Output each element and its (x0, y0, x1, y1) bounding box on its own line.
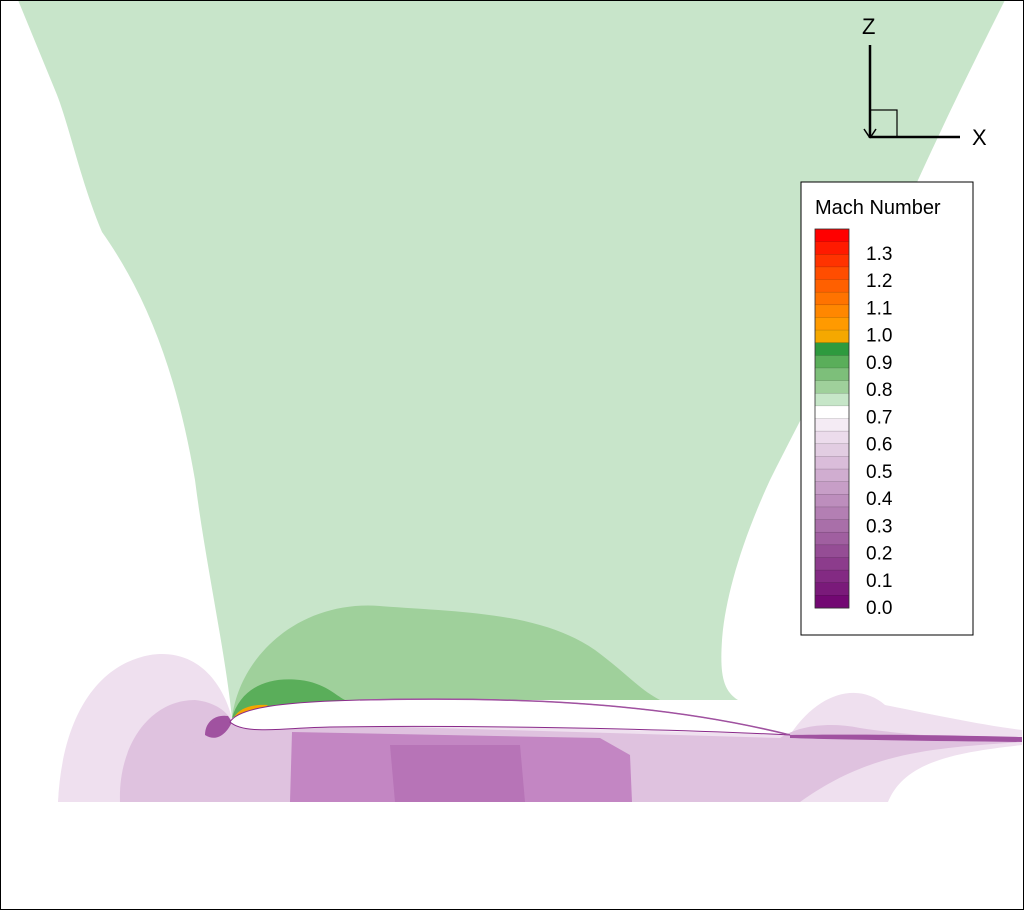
legend-level-label: 0.2 (866, 544, 892, 565)
legend-band (814, 367, 850, 382)
legend-band (814, 317, 850, 331)
legend-band (814, 569, 850, 584)
legend-band (814, 279, 850, 293)
legend-labels: 1.3 1.2 1.1 1.0 0.9 0.8 0.7 0.6 0.5 0.4 0.3 0.2 0.1 0… (866, 244, 893, 619)
supersonic-bubble-outer (232, 605, 660, 718)
legend-band (814, 481, 850, 495)
legend-bar-frame (814, 228, 850, 609)
y-axis-tick (863, 128, 871, 139)
legend-band (814, 582, 850, 596)
legend-band (814, 392, 850, 407)
freestream-region (18, 0, 1005, 718)
legend-band (814, 531, 850, 546)
lower-region-deep (290, 732, 632, 802)
legend-band (814, 506, 850, 521)
legend-band (814, 443, 850, 457)
legend-band (814, 557, 850, 571)
legend-band (814, 241, 850, 255)
stagnation-region (205, 715, 232, 738)
legend-band (814, 355, 850, 369)
legend-level-label: 0.6 (866, 435, 892, 456)
legend-band (814, 342, 850, 356)
legend-band (814, 494, 850, 508)
legend-level-label: 0.7 (866, 407, 892, 428)
x-axis-label: X (972, 125, 987, 150)
axes-triad: Z X (862, 14, 987, 150)
legend-band (814, 266, 850, 281)
legend-band (814, 291, 850, 306)
airfoil-upper-boundary-layer (359, 698, 791, 736)
lower-region-deeper (390, 745, 525, 802)
legend-level-label: 1.2 (866, 271, 892, 292)
legend-title: Mach Number (815, 197, 941, 219)
legend-level-label: 0.1 (866, 571, 892, 592)
y-axis-tick-2 (869, 128, 877, 139)
legend-level-label: 0.0 (866, 598, 892, 619)
legend-level-label: 1.3 (866, 244, 892, 265)
airfoil (229, 698, 791, 736)
legend-band (814, 418, 850, 432)
legend-level-label: 0.8 (866, 380, 892, 401)
legend-level-label: 1.1 (866, 298, 892, 319)
legend-band (814, 595, 850, 609)
legend-band (814, 228, 850, 243)
legend-band (814, 254, 850, 268)
legend-level-label: 0.3 (866, 516, 892, 537)
legend-band (814, 430, 850, 445)
y-axis-box (869, 109, 898, 138)
legend-band (814, 405, 850, 420)
legend-level-label: 0.5 (866, 462, 892, 483)
legend-band (814, 468, 850, 483)
legend-band (814, 329, 850, 344)
legend-band (814, 544, 850, 559)
legend-band (814, 456, 850, 470)
legend-band (814, 380, 850, 394)
legend-level-label: 0.9 (866, 353, 892, 374)
legend-level-label: 1.0 (866, 326, 892, 347)
legend: Mach Number 1.3 1.2 1.1 1.0 0.9 0.8 0.7 0.6 0.5 0… (800, 181, 974, 636)
legend-band (814, 304, 850, 318)
legend-color-bar (814, 228, 850, 609)
legend-band (814, 519, 850, 533)
upper-flow-field (18, 0, 1005, 718)
legend-level-label: 0.4 (866, 489, 893, 510)
wake-region (790, 734, 1022, 742)
z-axis-label: Z (862, 14, 875, 39)
